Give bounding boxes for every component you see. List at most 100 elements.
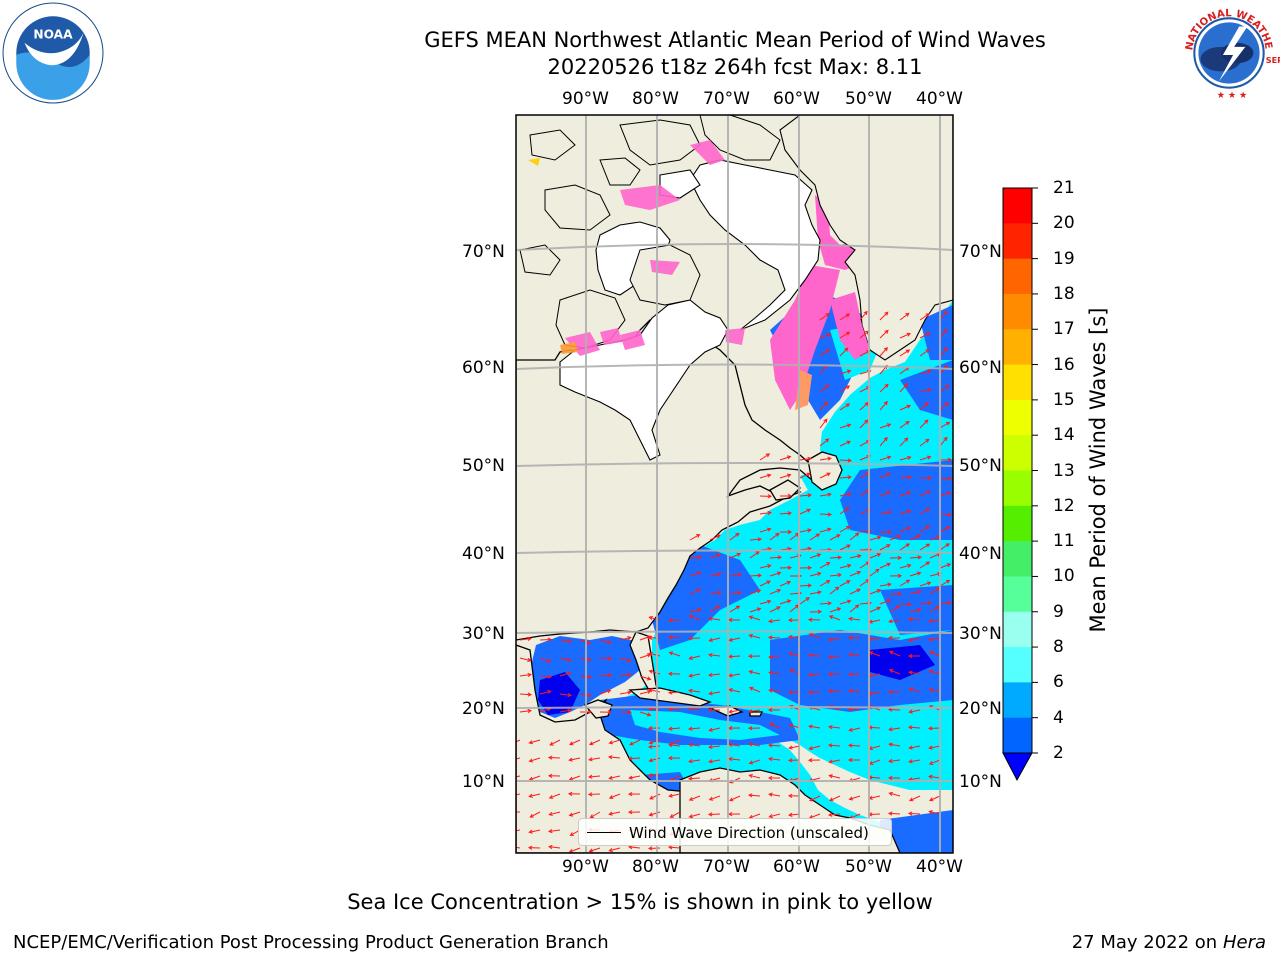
wind-wave-arrow — [859, 310, 868, 321]
wind-wave-arrow — [759, 527, 772, 533]
wind-wave-arrow — [919, 332, 931, 339]
wind-wave-arrow — [559, 638, 572, 644]
wind-wave-arrow — [559, 671, 572, 677]
wind-wave-arrow — [928, 669, 941, 675]
wind-wave-arrow — [807, 758, 821, 763]
wind-wave-arrow — [529, 811, 541, 818]
wind-wave-arrow — [516, 829, 521, 832]
colorbar-box — [1003, 435, 1032, 471]
wind-wave-arrow — [808, 633, 821, 639]
wind-wave-arrow — [608, 755, 621, 760]
wind-wave-arrow — [889, 573, 903, 578]
wind-wave-arrow — [687, 636, 701, 641]
wind-wave-arrow — [807, 690, 821, 695]
wind-wave-arrow — [608, 793, 621, 800]
lon-label-bottom: 40°W — [916, 857, 963, 877]
wind-wave-arrow — [927, 726, 941, 731]
wind-wave-arrow — [879, 346, 888, 357]
wind-wave-arrow — [828, 637, 841, 642]
arctic-islands — [519, 115, 781, 349]
wind-wave-arrow — [899, 526, 911, 533]
colorbar-tick-label: 6 — [1053, 672, 1064, 693]
wind-wave-arrow — [728, 756, 741, 762]
wind-wave-arrow — [667, 618, 681, 623]
map-subtitle: 20220526 t18z 264h fcst Max: 8.11 — [547, 55, 923, 79]
wind-wave-arrow — [908, 759, 921, 764]
wind-wave-arrow — [768, 688, 781, 693]
wind-wave-arrow — [819, 333, 832, 339]
wind-wave-arrow — [588, 757, 601, 762]
wind-wave-arrow — [809, 553, 822, 559]
wind-wave-arrow — [599, 689, 612, 695]
wind-wave-arrow — [548, 811, 561, 817]
wind-wave-arrow — [768, 813, 781, 819]
wind-wave-arrow — [648, 669, 661, 675]
wind-wave-arrow — [559, 708, 572, 713]
wind-wave-arrow — [669, 811, 681, 818]
wind-wave-arrow — [939, 436, 948, 447]
wind-wave-arrow — [749, 607, 762, 613]
wind-wave-arrow — [688, 655, 701, 661]
wind-wave-arrow — [829, 534, 841, 541]
wind-wave-arrow — [809, 590, 822, 595]
lon-label-bottom: 60°W — [773, 857, 820, 877]
wind-wave-arrow — [819, 349, 830, 357]
wind-wave-arrow — [689, 588, 701, 595]
wind-wave-arrow — [516, 739, 521, 743]
wind-wave-arrow — [728, 709, 741, 714]
wind-wave-arrow — [768, 619, 781, 624]
wind-wave-arrow — [899, 437, 909, 447]
wind-wave-arrow — [548, 829, 561, 834]
wind-wave-arrow — [779, 511, 792, 516]
wind-wave-arrow — [708, 744, 721, 750]
wind-wave-arrow — [648, 744, 661, 749]
wind-wave-arrow — [639, 675, 652, 681]
wind-wave-arrow — [767, 635, 781, 640]
wind-wave-arrow — [828, 688, 841, 694]
wind-wave-arrow — [888, 619, 901, 624]
wind-wave-arrow — [759, 580, 771, 587]
wind-wave-arrow — [799, 597, 810, 605]
colorbar-tick-label: 9 — [1053, 601, 1064, 622]
wind-wave-arrow — [639, 689, 652, 695]
wind-wave-arrow — [527, 845, 541, 850]
lat-label-right: 20°N — [959, 699, 1002, 719]
wind-wave-arrow — [707, 812, 721, 817]
wind-wave-arrow — [587, 792, 601, 797]
wind-wave-arrow — [809, 571, 822, 577]
colorbar-tick-label: 15 — [1053, 389, 1075, 410]
wind-wave-arrow — [839, 580, 851, 587]
wind-wave-arrow — [839, 492, 852, 497]
wind-wave-arrow — [847, 672, 861, 677]
wind-wave-arrow — [869, 606, 881, 613]
wind-wave-arrow — [909, 795, 921, 802]
wind-wave-arrow — [749, 573, 763, 578]
wind-wave-arrow — [899, 404, 911, 411]
wind-wave-arrow — [619, 690, 632, 695]
wind-wave-arrow — [727, 726, 741, 731]
wind-wave-arrow — [869, 535, 882, 541]
colorbar-box — [1003, 470, 1032, 507]
wind-wave-arrow — [939, 402, 950, 411]
lat-label-right: 70°N — [959, 242, 1002, 262]
wind-wave-arrow — [708, 616, 721, 621]
wind-wave-arrow — [768, 670, 781, 675]
wind-wave-arrow — [829, 555, 843, 560]
colorbar-extend-arrow — [1002, 752, 1033, 782]
wind-wave-arrow — [528, 739, 541, 745]
wind-wave-arrow — [688, 813, 701, 819]
wind-wave-arrow — [899, 455, 912, 461]
wind-wave-arrow — [539, 637, 553, 642]
wind-wave-arrow — [829, 795, 841, 802]
wind-wave-arrow — [599, 656, 613, 661]
lat-label-left: 20°N — [462, 699, 505, 719]
wind-wave-arrow — [669, 739, 681, 746]
wind-wave-arrow — [749, 537, 763, 542]
wind-wave-arrow — [899, 312, 910, 321]
wind-wave-arrow — [847, 757, 861, 763]
wind-wave-arrow — [888, 727, 901, 732]
wind-wave-arrow — [728, 637, 741, 642]
wind-wave-arrow — [627, 810, 641, 815]
wind-wave-arrow — [928, 687, 941, 693]
wind-wave-arrow — [848, 795, 861, 801]
